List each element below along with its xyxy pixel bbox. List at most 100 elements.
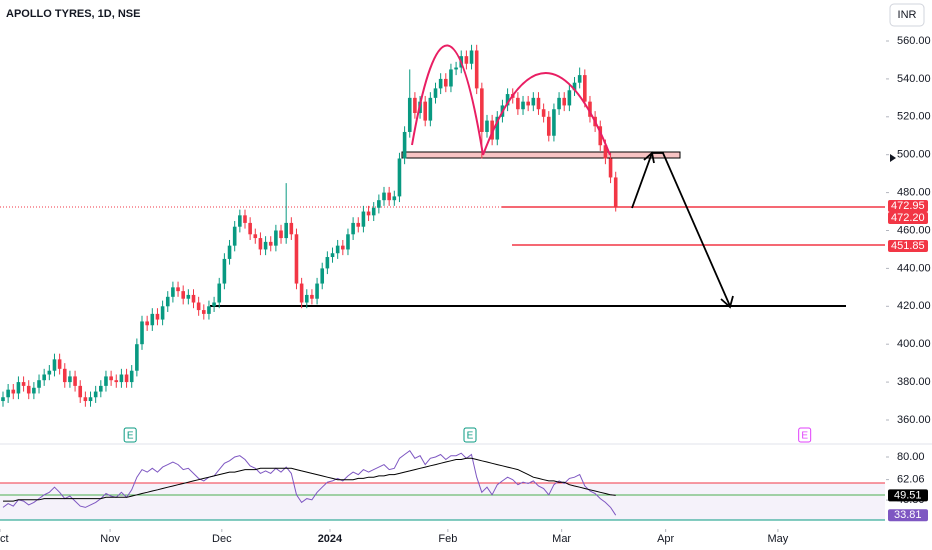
candle-body	[325, 257, 330, 269]
candle-body	[93, 391, 98, 398]
candle-body	[341, 245, 345, 250]
candle-body	[413, 97, 417, 114]
candle-body	[196, 302, 201, 311]
rsi-ma-line	[3, 457, 616, 502]
y-tick-label: 480.00	[897, 187, 931, 199]
candle-body	[505, 94, 510, 106]
axis-marker	[890, 154, 896, 162]
candle-body	[294, 234, 299, 284]
candle-body	[557, 97, 561, 110]
candle-body	[16, 382, 21, 394]
y-tick-label: 440.00	[897, 262, 931, 274]
rsi-tick-label: 80.00	[897, 451, 925, 463]
candle-body	[129, 370, 134, 383]
candle-body	[485, 120, 489, 132]
candle-body	[351, 222, 355, 235]
x-tick-label: 2024	[318, 533, 343, 545]
candle-body	[366, 211, 371, 216]
arrow-head	[720, 295, 734, 309]
candle-body	[42, 374, 46, 381]
candle-body	[423, 101, 427, 121]
candle-body	[68, 376, 72, 383]
candle-body	[335, 245, 340, 254]
candle-body	[572, 82, 577, 91]
candle-body	[330, 253, 335, 258]
candle-body	[124, 374, 129, 383]
candle-body	[284, 222, 288, 239]
candle-body	[88, 397, 93, 402]
candle-body	[552, 109, 556, 136]
value-box	[888, 509, 928, 522]
candle-body	[320, 268, 325, 284]
candle-body	[217, 283, 222, 303]
candle-body	[171, 287, 175, 297]
candle-body	[387, 192, 391, 201]
candle-body	[541, 109, 546, 117]
candle-body	[47, 370, 52, 375]
candle-body	[402, 131, 407, 159]
candle-body	[191, 294, 196, 303]
candle-body	[608, 158, 613, 178]
candle-body	[346, 234, 350, 250]
x-tick-label: Mar	[552, 533, 571, 545]
candle-body	[433, 88, 438, 98]
candle-body	[253, 234, 258, 239]
event-label: E	[467, 431, 474, 442]
candle-body	[526, 101, 530, 106]
price-label: 451.85	[891, 240, 925, 252]
candle-body	[165, 296, 170, 307]
candle-body	[480, 88, 484, 132]
candle-body	[263, 241, 268, 250]
candle-body	[6, 389, 10, 398]
candle-body	[495, 116, 500, 140]
y-tick-label: 560.00	[897, 35, 931, 47]
x-tick-label: Nov	[100, 533, 120, 545]
candle-body	[315, 283, 319, 299]
price-label: 472.20	[891, 212, 925, 224]
candle-body	[155, 313, 160, 320]
candle-body	[454, 67, 458, 70]
candle-body	[150, 313, 155, 326]
candle-body	[531, 97, 536, 106]
candle-body	[140, 321, 144, 345]
y-tick-label: 360.00	[897, 414, 931, 426]
candle-body	[588, 101, 592, 117]
x-tick-label: Apr	[657, 533, 674, 545]
candle-body	[469, 50, 474, 64]
y-tick-label: 500.00	[897, 149, 931, 161]
candle-body	[428, 97, 433, 121]
candle-body	[546, 116, 551, 136]
candle-body	[521, 101, 525, 110]
candle-body	[32, 387, 36, 394]
candle-body	[377, 200, 381, 208]
candle-body	[464, 56, 469, 64]
event-icon	[798, 427, 812, 443]
candle-body	[299, 283, 304, 303]
candle-body	[62, 368, 67, 383]
candle-body	[26, 385, 31, 394]
candle-body	[207, 306, 211, 314]
candle-body	[474, 50, 479, 89]
candle-body	[562, 97, 567, 106]
candle-body	[186, 294, 191, 299]
candle-body	[304, 294, 309, 303]
chart-title: APOLLO TYRES, 1D, NSE	[6, 8, 140, 20]
y-tick-label: 540.00	[897, 73, 931, 85]
x-tick-label: Feb	[438, 533, 457, 545]
candle-body	[176, 287, 180, 292]
candle-body	[392, 196, 397, 201]
candle-body	[238, 215, 242, 227]
candle-body	[603, 145, 608, 159]
arrow-head	[643, 151, 655, 164]
candle-body	[289, 222, 294, 235]
currency-button[interactable]	[889, 3, 925, 27]
x-tick-label: Oct	[0, 533, 9, 545]
candle-body	[181, 291, 185, 299]
candle-body	[258, 238, 263, 250]
y-tick-label: 420.00	[897, 300, 931, 312]
price-label-box	[888, 239, 928, 252]
value-box	[888, 489, 928, 502]
candle-body	[598, 126, 603, 146]
currency-label[interactable]: INR	[898, 9, 917, 21]
